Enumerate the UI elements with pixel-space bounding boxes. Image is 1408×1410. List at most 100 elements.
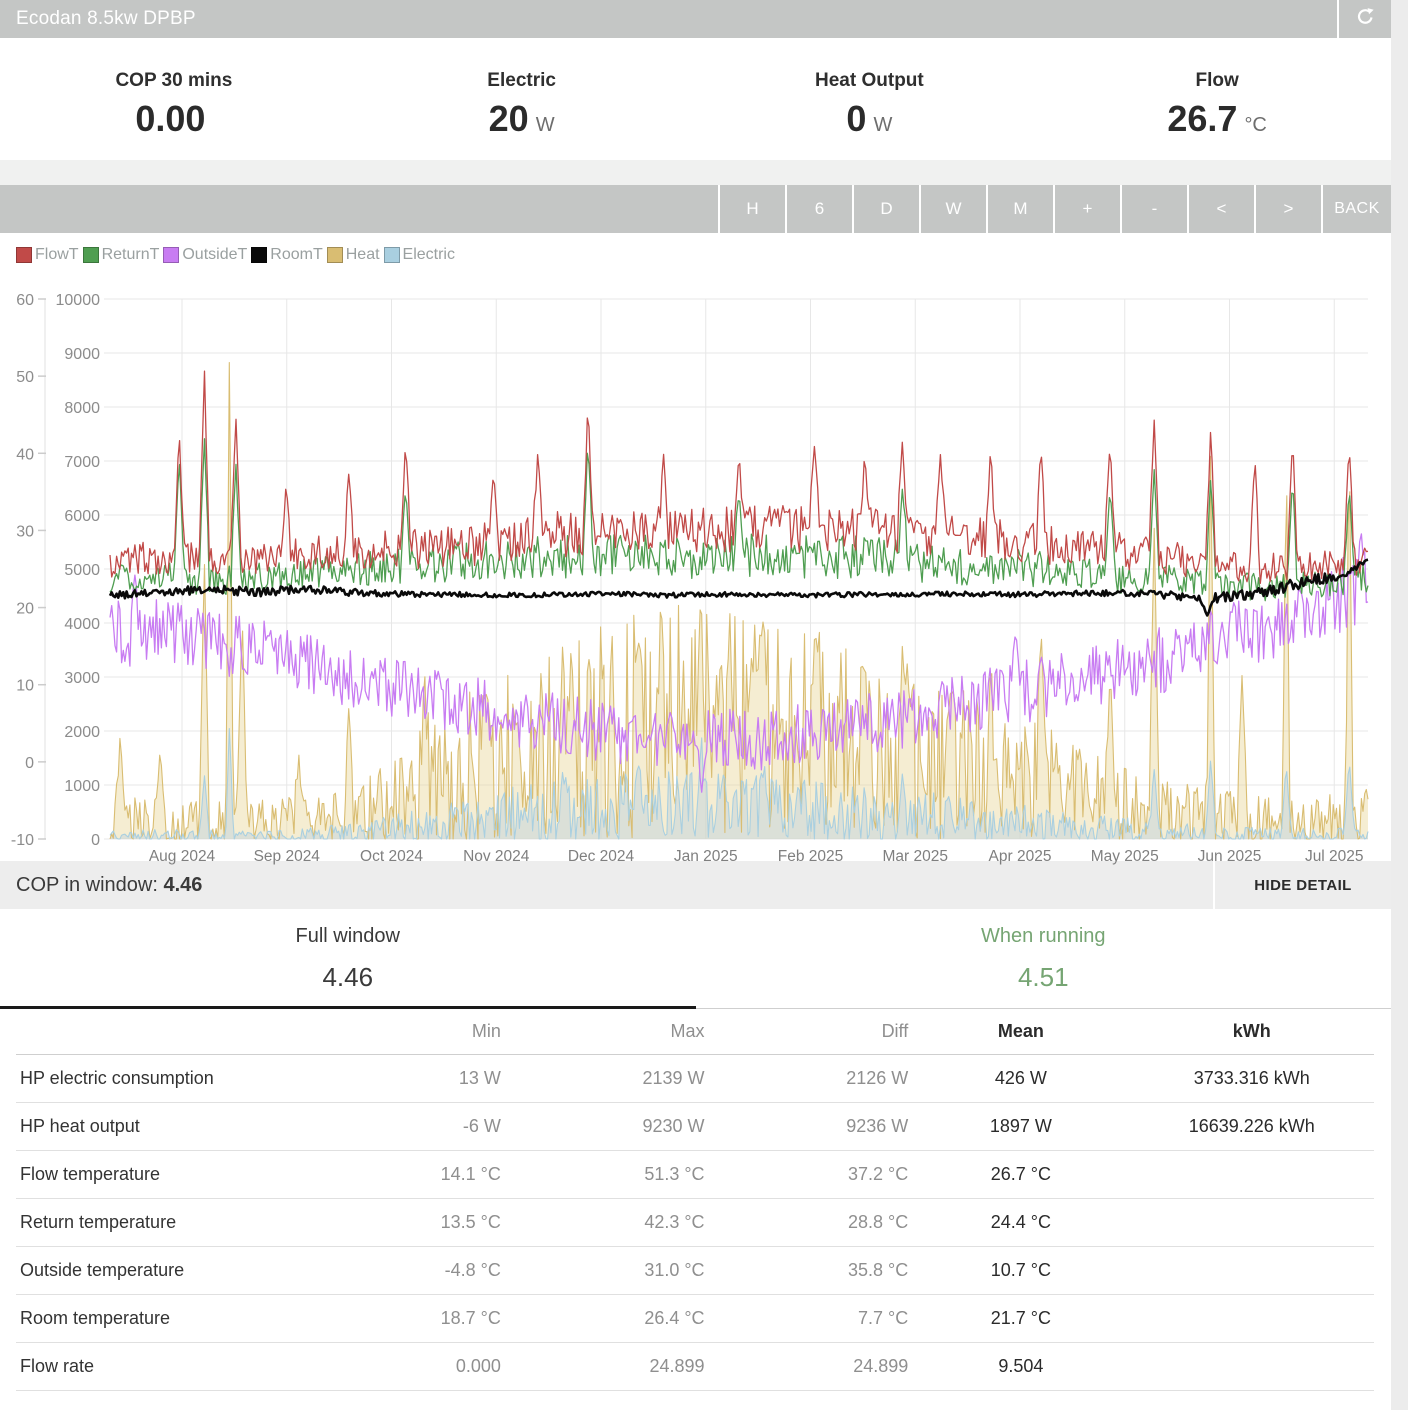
tab-label: When running (980, 925, 1106, 947)
series-outsidet (109, 533, 1369, 793)
cop-window-label: COP in window: (16, 873, 164, 896)
legend-item-outsidet[interactable]: OutsideT (163, 246, 247, 264)
svg-text:Mar 2025: Mar 2025 (883, 848, 948, 865)
svg-text:60: 60 (16, 292, 34, 309)
row-value-max: 26.4 °C (644, 1308, 705, 1328)
row-value-kwh (1130, 1199, 1374, 1247)
svg-text:Jul 2025: Jul 2025 (1305, 848, 1364, 865)
legend-item-returnt[interactable]: ReturnT (82, 246, 160, 264)
row-value-mean: 9.504 (998, 1356, 1044, 1376)
table-header-metric (16, 1009, 396, 1055)
legend-swatch-icon (163, 247, 180, 263)
row-label: HP heat output (20, 1116, 140, 1136)
row-value-kwh (1130, 1151, 1374, 1199)
row-label: Room temperature (20, 1308, 171, 1328)
row-value-max: 24.899 (649, 1356, 705, 1376)
cop-tabs: Full window 4.46 When running 4.51 (0, 909, 1391, 1009)
svg-text:30: 30 (16, 523, 34, 540)
cop-window-bar: COP in window: 4.46 HIDE DETAIL (0, 861, 1391, 909)
row-value-diff: 24.899 (853, 1356, 909, 1376)
refresh-icon (1356, 7, 1375, 31)
legend-item-heat[interactable]: Heat (326, 246, 380, 264)
toolbar-button-6[interactable]: 6 (785, 185, 852, 233)
row-value-mean: 21.7 °C (990, 1308, 1051, 1328)
toolbar-button-h[interactable]: H (718, 185, 785, 233)
svg-text:20: 20 (16, 601, 34, 618)
svg-text:1000: 1000 (64, 778, 100, 795)
legend-swatch-icon (383, 247, 400, 263)
svg-text:40: 40 (16, 446, 34, 463)
row-value-mean: 10.7 °C (990, 1260, 1051, 1280)
row-label: Return temperature (20, 1212, 177, 1232)
legend-item-electric[interactable]: Electric (383, 246, 455, 264)
timeseries-chart[interactable]: 1000090008000700060005000400030002000100… (0, 267, 1390, 867)
svg-text:Jan 2025: Jan 2025 (674, 848, 738, 865)
row-value-diff: 7.7 °C (858, 1308, 909, 1328)
row-value-diff: 9236 W (846, 1116, 909, 1136)
toolbar-button-w[interactable]: W (919, 185, 986, 233)
tab-when-running[interactable]: When running 4.51 (695, 909, 1391, 1009)
row-value-diff: 28.8 °C (848, 1212, 909, 1232)
row-value-min: 18.7 °C (440, 1308, 501, 1328)
row-label: Flow rate (20, 1356, 95, 1376)
toolbar-button-+[interactable]: + (1053, 185, 1120, 233)
stat-flow: Flow 26.7 °C (1043, 38, 1391, 160)
svg-text:2000: 2000 (64, 724, 100, 741)
stat-unit: W (873, 114, 893, 136)
row-value-kwh (1130, 1343, 1374, 1391)
table-row: Flow temperature 14.1 °C 51.3 °C 37.2 °C 26.… (16, 1151, 1374, 1199)
legend-swatch-icon (16, 247, 32, 263)
stats-row: COP 30 mins 0.00 Electric 20 W Heat Output … (0, 38, 1391, 160)
refresh-button[interactable] (1337, 0, 1391, 38)
toolbar-button-m[interactable]: M (986, 185, 1053, 233)
stat-label: COP 30 mins (115, 70, 233, 91)
toolbar-button->[interactable]: > (1254, 185, 1321, 233)
series-roomt (108, 558, 1369, 617)
toolbar-button-<[interactable]: < (1187, 185, 1254, 233)
legend-item-roomt[interactable]: RoomT (251, 246, 323, 264)
row-value-max: 31.0 °C (644, 1260, 705, 1280)
legend-item-flowt[interactable]: FlowT (16, 246, 79, 264)
row-value-min: -6 W (462, 1116, 501, 1136)
stat-label: Heat Output (815, 70, 924, 91)
row-label: Outside temperature (20, 1260, 185, 1280)
stat-value: 26.7 °C (1167, 98, 1267, 139)
chart-block: FlowT ReturnT OutsideT RoomT Heat Electric 10… (0, 233, 1391, 865)
row-value-max: 42.3 °C (644, 1212, 705, 1232)
hide-detail-button[interactable]: HIDE DETAIL (1213, 861, 1391, 909)
table-row: Flow rate 0.000 24.899 24.899 9.504 (16, 1343, 1374, 1391)
table-row: Outside temperature -4.8 °C 31.0 °C 35.8 °C… (16, 1247, 1374, 1295)
row-value-mean: 26.7 °C (990, 1164, 1051, 1184)
table-row: Return temperature 13.5 °C 42.3 °C 28.8 °C 2… (16, 1199, 1374, 1247)
toolbar-button--[interactable]: - (1120, 185, 1187, 233)
svg-text:4000: 4000 (64, 616, 100, 633)
tab-full-window[interactable]: Full window 4.46 (0, 909, 696, 1009)
legend-label: FlowT (35, 246, 79, 263)
legend-swatch-icon (326, 247, 343, 263)
series-returnt (109, 438, 1369, 602)
table-header-mean: Mean (997, 1021, 1044, 1041)
row-value-diff: 35.8 °C (848, 1260, 909, 1280)
svg-text:May 2025: May 2025 (1091, 848, 1159, 865)
table-header-diff: Diff (881, 1021, 909, 1041)
svg-text:3000: 3000 (64, 670, 100, 687)
chart-toolbar: H 6 D W M + - < > BACK (0, 185, 1391, 233)
row-value-diff: 2126 W (846, 1068, 909, 1088)
row-label: HP electric consumption (20, 1068, 214, 1088)
summary-table: Min Max Diff Mean kWh HP electric consumptio… (16, 1009, 1374, 1391)
legend-label: ReturnT (101, 246, 160, 263)
tab-value: 4.46 (322, 962, 374, 992)
svg-text:Feb 2025: Feb 2025 (778, 848, 844, 865)
stat-label: Electric (487, 70, 556, 91)
row-value-max: 9230 W (642, 1116, 705, 1136)
stat-unit: W (535, 114, 555, 136)
svg-text:6000: 6000 (64, 508, 100, 525)
toolbar-button-d[interactable]: D (852, 185, 919, 233)
series-electric (109, 727, 1369, 840)
svg-text:Apr 2025: Apr 2025 (989, 848, 1052, 865)
toolbar-button-back[interactable]: BACK (1321, 185, 1391, 233)
stat-unit: °C (1244, 114, 1267, 136)
chart-legend: FlowT ReturnT OutsideT RoomT Heat Electric (0, 243, 1391, 267)
